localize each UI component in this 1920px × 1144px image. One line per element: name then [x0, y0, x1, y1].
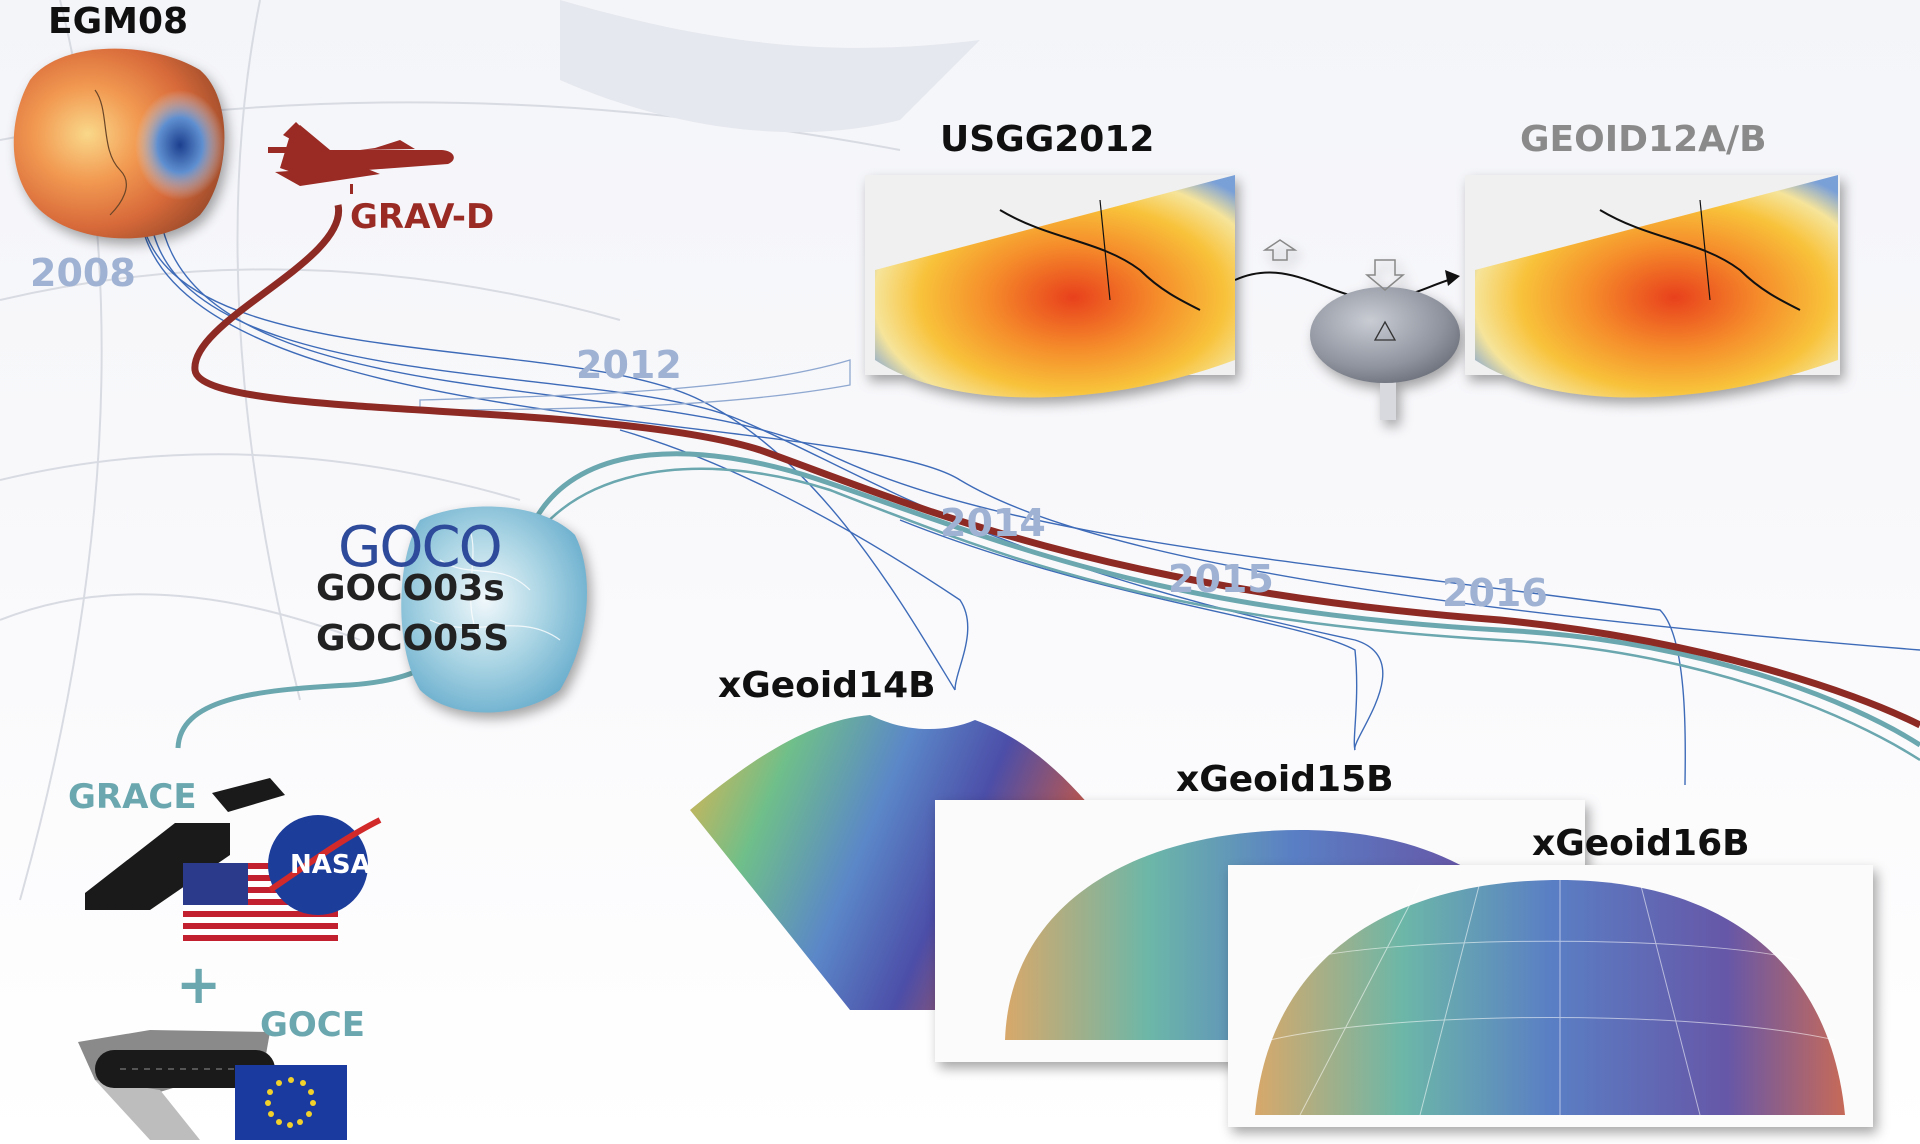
xgeoid14b-label: xGeoid14B [718, 665, 936, 706]
year-2015-label: 2015 [1168, 557, 1274, 601]
goco05s-label: GOCO05S [316, 618, 510, 659]
usgg2012-label: USGG2012 [940, 119, 1155, 160]
year-2014-label: 2014 [940, 501, 1046, 545]
plus-sign: + [176, 953, 222, 1016]
xgeoid15b-label: xGeoid15B [1176, 759, 1394, 800]
nasa-text: NASA [290, 850, 371, 880]
year-2012-label: 2012 [576, 343, 682, 387]
grace-label: GRACE [68, 777, 197, 817]
grav-d-label: GRAV-D [350, 197, 495, 237]
year-2016-label: 2016 [1442, 571, 1548, 615]
geoid12ab-label: GEOID12A/B [1520, 119, 1767, 160]
xgeoid16b-label: xGeoid16B [1532, 823, 1750, 864]
year-2008-label: 2008 [30, 251, 136, 295]
egm08-label: EGM08 [48, 1, 189, 42]
goce-label: GOCE [260, 1005, 365, 1045]
goco03s-label: GOCO03s [316, 568, 505, 609]
goco-logo: GOCO [338, 515, 503, 580]
